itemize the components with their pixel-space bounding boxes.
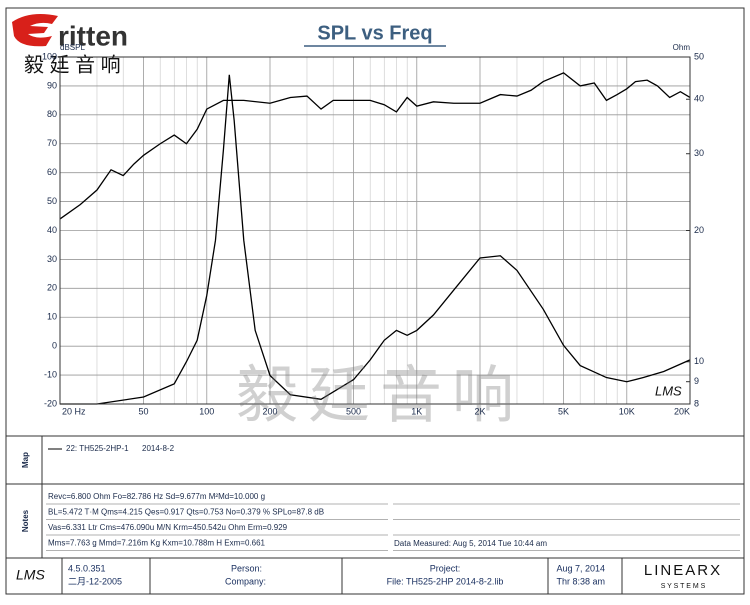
brand: LMS: [655, 383, 682, 398]
logo: ritten: [58, 20, 128, 51]
y-tick-label: -10: [44, 369, 57, 379]
y-tick-label: 70: [47, 138, 57, 148]
chart-title: SPL vs Freq: [317, 22, 432, 44]
note-row: Mms=7.763 g Mmd=7.216m Kg Kxm=10.788m H …: [48, 539, 266, 548]
plot-border: [59, 56, 691, 405]
y-tick-label: 80: [47, 109, 57, 119]
y-tick-label: 20: [47, 283, 57, 293]
x-tick-label: 100: [199, 406, 214, 416]
x-tick-label: 50: [139, 406, 149, 416]
x-tick-label: 200: [262, 406, 277, 416]
y2-tick-label: 40: [694, 94, 704, 104]
x-tick-label: 10K: [619, 406, 635, 416]
project: Project:: [430, 563, 461, 573]
y-tick-label: 10: [47, 312, 57, 322]
y-tick-label: 60: [47, 167, 57, 177]
y-tick-label: 50: [47, 196, 57, 206]
legend-date: 2014-8-2: [142, 444, 175, 453]
build: 二月-12-2005: [68, 576, 122, 586]
x-tick-label: 2K: [474, 406, 485, 416]
footer-brand: LMS: [16, 567, 45, 583]
legend-entry: 22: TH525-2HP-1: [66, 444, 129, 453]
y2-tick-label: 20: [694, 225, 704, 235]
notes-label: Notes: [21, 509, 30, 532]
y2-axis-label: Ohm: [673, 43, 691, 52]
note-row: BL=5.472 T·M Qms=4.215 Qes=0.917 Qts=0.7…: [48, 508, 324, 517]
y2-tick-label: 10: [694, 356, 704, 366]
company: Company:: [225, 576, 266, 586]
measured: Data Measured: Aug 5, 2014 Tue 10:44 am: [394, 539, 547, 548]
y-tick-label: 40: [47, 225, 57, 235]
series-line: [59, 72, 691, 220]
maker-sub: S Y S T E M S: [661, 583, 706, 590]
logo-cn: 毅 廷 音 响: [24, 53, 121, 76]
plot: [59, 56, 691, 405]
map-label: Map: [21, 452, 30, 468]
y-axis-label: dBSPL: [60, 43, 85, 52]
x-tick-label: 500: [346, 406, 361, 416]
frame: [5, 7, 745, 595]
y2-tick-label: 50: [694, 51, 704, 61]
y-tick-label: 100: [42, 51, 57, 61]
y2-tick-label: 9: [694, 376, 699, 386]
note-row: Vas=6.331 Ltr Cms=476.090u M/N Krm=450.5…: [48, 523, 288, 532]
maker: LINEARX: [644, 562, 722, 579]
y2-tick-label: 8: [694, 398, 699, 408]
x-tick-label: 20 Hz: [62, 406, 86, 416]
x-tick-label: 1K: [411, 406, 422, 416]
file: File: TH525-2HP 2014-8-2.lib: [387, 576, 504, 586]
time: Thr 8:38 am: [556, 576, 605, 586]
logo-mark: [12, 14, 58, 47]
note-row: Revc=6.800 Ohm Fo=82.786 Hz Sd=9.677m M²…: [48, 492, 265, 501]
version: 4.5.0.351: [68, 563, 106, 573]
y-tick-label: 30: [47, 254, 57, 264]
y-tick-label: 0: [52, 341, 57, 351]
person: Person:: [231, 563, 262, 573]
notes: Revc=6.800 Ohm Fo=82.786 Hz Sd=9.677m M²…: [46, 492, 740, 551]
date: Aug 7, 2014: [556, 563, 605, 573]
series-line: [60, 74, 691, 405]
y-tick-label: 90: [47, 80, 57, 90]
x-tick-label: 20K: [674, 406, 690, 416]
x-tick-label: 5K: [558, 406, 569, 416]
y-tick-label: -20: [44, 398, 57, 408]
y2-tick-label: 30: [694, 148, 704, 158]
watermark: 毅廷音响: [236, 361, 524, 430]
